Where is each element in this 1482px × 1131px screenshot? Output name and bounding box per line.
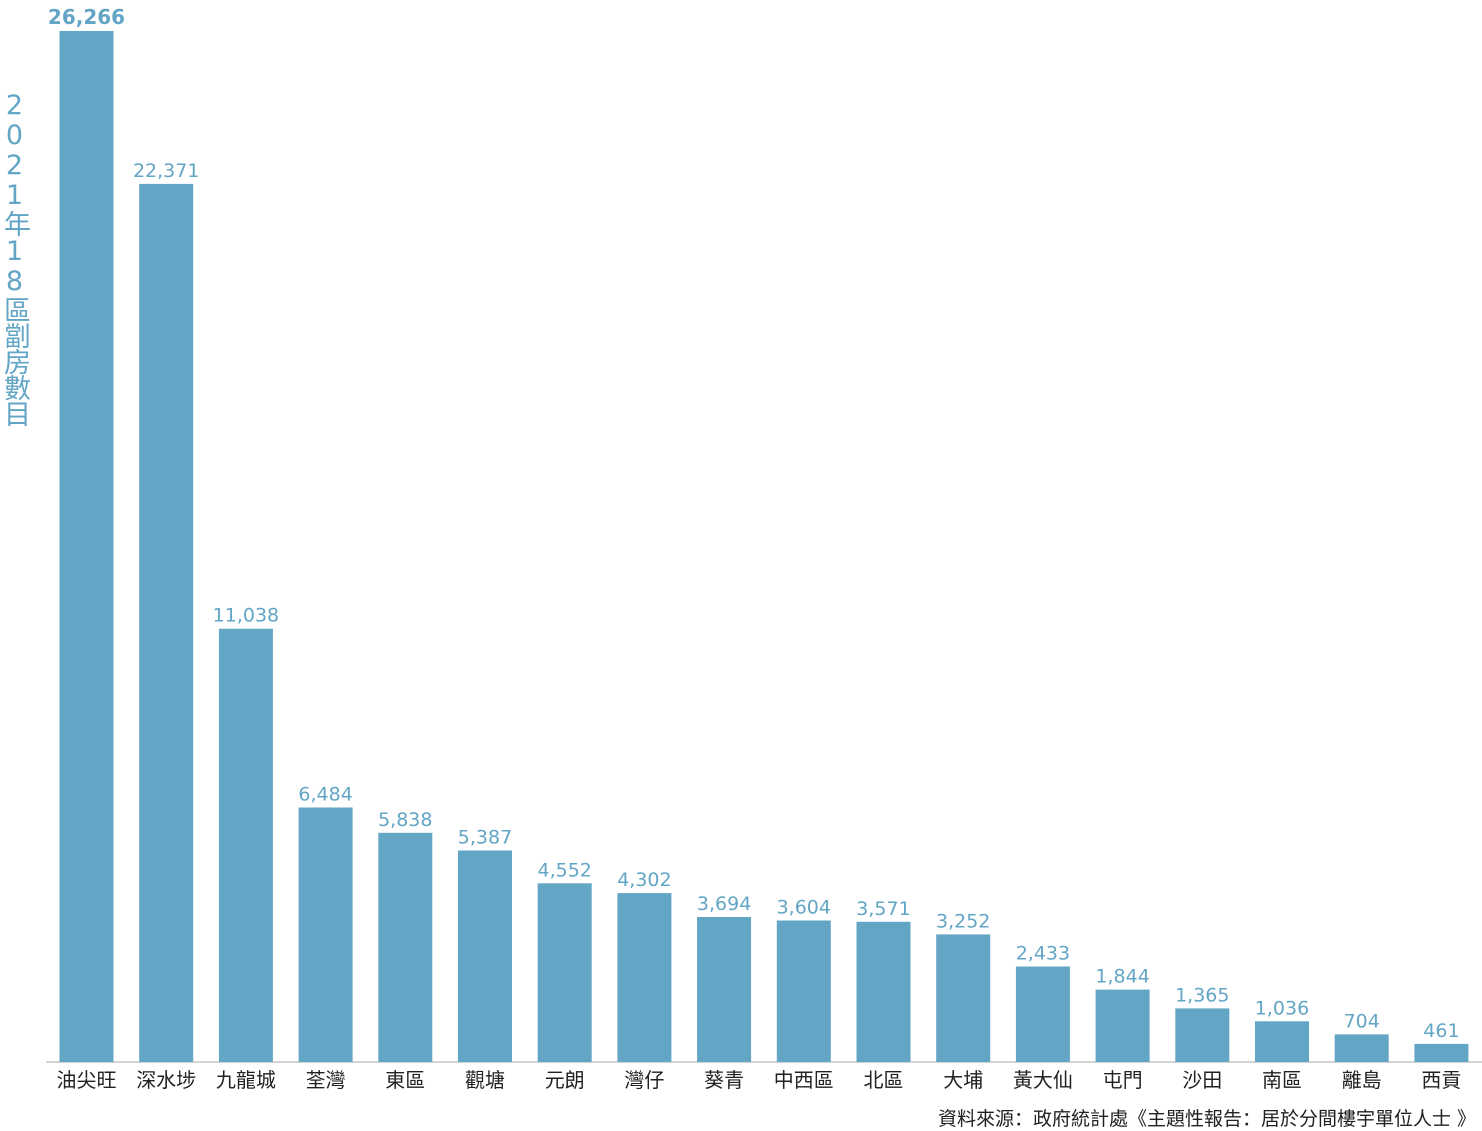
bar-5 bbox=[378, 832, 433, 1062]
bar-6 bbox=[458, 850, 512, 1062]
category-label-18: 西貢 bbox=[1421, 1068, 1461, 1092]
bar-17 bbox=[1334, 1034, 1389, 1062]
value-label-15: 1,365 bbox=[1175, 984, 1229, 1006]
value-label-10: 3,604 bbox=[777, 897, 831, 919]
bar-2 bbox=[139, 183, 194, 1062]
value-label-16: 1,036 bbox=[1255, 997, 1309, 1019]
value-label-8: 4,302 bbox=[617, 869, 671, 891]
value-label-17: 704 bbox=[1344, 1010, 1380, 1032]
category-label-13: 黃大仙 bbox=[1013, 1068, 1073, 1092]
category-label-4: 荃灣 bbox=[306, 1068, 346, 1092]
value-label-13: 2,433 bbox=[1016, 943, 1070, 965]
category-label-15: 沙田 bbox=[1182, 1068, 1222, 1092]
value-label-2: 22,371 bbox=[133, 160, 199, 182]
category-label-14: 屯門 bbox=[1103, 1068, 1143, 1092]
bar-16 bbox=[1255, 1021, 1309, 1062]
source-note: 資料來源：政府統計處《主題性報告：居於分間樓宇單位人士 》 bbox=[937, 1108, 1476, 1130]
value-label-18: 461 bbox=[1423, 1020, 1459, 1042]
value-label-9: 3,694 bbox=[697, 893, 751, 915]
category-label-9: 葵青 bbox=[704, 1068, 744, 1092]
bar-11 bbox=[856, 921, 911, 1062]
value-label-4: 6,484 bbox=[298, 784, 352, 806]
category-label-2: 深水埗 bbox=[136, 1068, 196, 1092]
bar-18 bbox=[1414, 1043, 1469, 1062]
bar-3 bbox=[218, 628, 273, 1062]
category-label-8: 灣仔 bbox=[624, 1068, 664, 1092]
category-label-11: 北區 bbox=[864, 1068, 904, 1092]
bar-14 bbox=[1095, 989, 1150, 1062]
value-label-12: 3,252 bbox=[936, 910, 990, 932]
value-label-14: 1,844 bbox=[1095, 966, 1149, 988]
category-label-17: 離島 bbox=[1342, 1068, 1382, 1092]
bar-1 bbox=[59, 31, 114, 1062]
category-label-7: 元朗 bbox=[545, 1068, 585, 1092]
bar-4 bbox=[298, 807, 353, 1062]
bar-7 bbox=[537, 883, 592, 1062]
category-label-10: 中西區 bbox=[774, 1068, 834, 1092]
bar-15 bbox=[1175, 1008, 1230, 1062]
value-label-7: 4,552 bbox=[537, 859, 591, 881]
value-label-1: 26,266 bbox=[48, 5, 125, 29]
bar-13 bbox=[1015, 966, 1070, 1062]
value-label-5: 5,838 bbox=[378, 809, 432, 831]
category-label-5: 東區 bbox=[385, 1068, 425, 1092]
category-label-1: 油尖旺 bbox=[57, 1068, 117, 1092]
value-label-6: 5,387 bbox=[458, 827, 512, 849]
value-label-3: 11,038 bbox=[213, 605, 279, 627]
bar-10 bbox=[776, 920, 831, 1062]
bar-12 bbox=[936, 934, 991, 1062]
bar-8 bbox=[617, 893, 672, 1062]
category-label-12: 大埔 bbox=[943, 1068, 983, 1092]
bar-9 bbox=[697, 917, 752, 1062]
category-label-16: 南區 bbox=[1262, 1068, 1302, 1092]
y-axis-label: 2021年18區劏房數目 bbox=[0, 90, 30, 426]
value-label-11: 3,571 bbox=[856, 898, 910, 920]
category-label-3: 九龍城 bbox=[216, 1068, 276, 1092]
category-label-6: 觀塘 bbox=[465, 1068, 505, 1092]
